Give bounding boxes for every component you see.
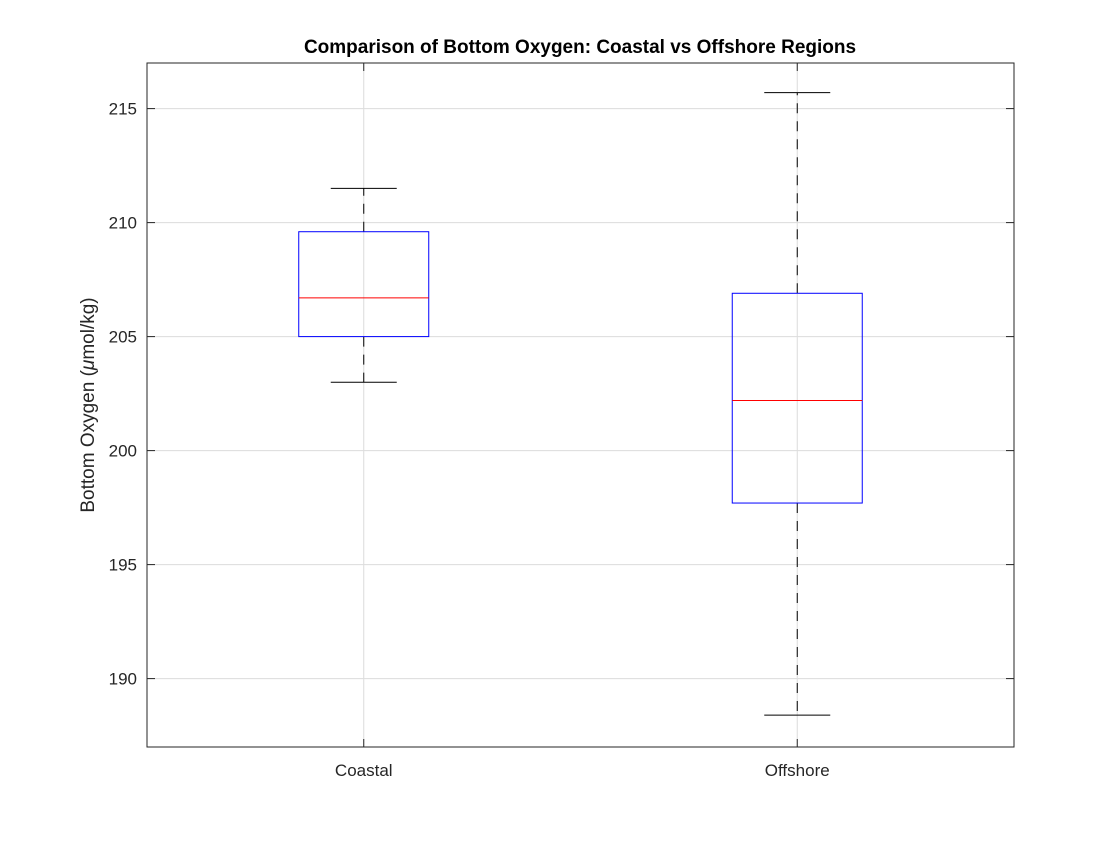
y-tick-label: 215 [109,100,137,119]
y-tick-label: 195 [109,556,137,575]
box-offshore [731,92,863,716]
iqr-box-coastal [298,231,430,338]
y-tick-label: 190 [109,670,137,689]
y-tick-label: 200 [109,442,137,461]
tick-layer: 190 195 200 205 210 215 Coastal Offshore [109,63,1014,780]
y-axis-label-mu: μ [78,359,99,371]
box-layer [298,92,863,716]
y-axis-label-part-2: mol/kg) [78,297,99,359]
x-tick-label-coastal: Coastal [335,761,393,780]
box-coastal [298,187,430,383]
y-axis-label-part-1: Bottom Oxygen ( [78,369,99,512]
iqr-box-offshore [731,292,863,504]
chart-title: Comparison of Bottom Oxygen: Coastal vs … [304,37,856,58]
y-tick-label: 205 [109,328,137,347]
axes-frame [146,62,1015,748]
y-axis-label: Bottom Oxygen (μmol/kg) [78,297,99,512]
y-tick-label: 210 [109,214,137,233]
x-tick-label-offshore: Offshore [765,761,830,780]
grid-layer [147,63,1014,747]
